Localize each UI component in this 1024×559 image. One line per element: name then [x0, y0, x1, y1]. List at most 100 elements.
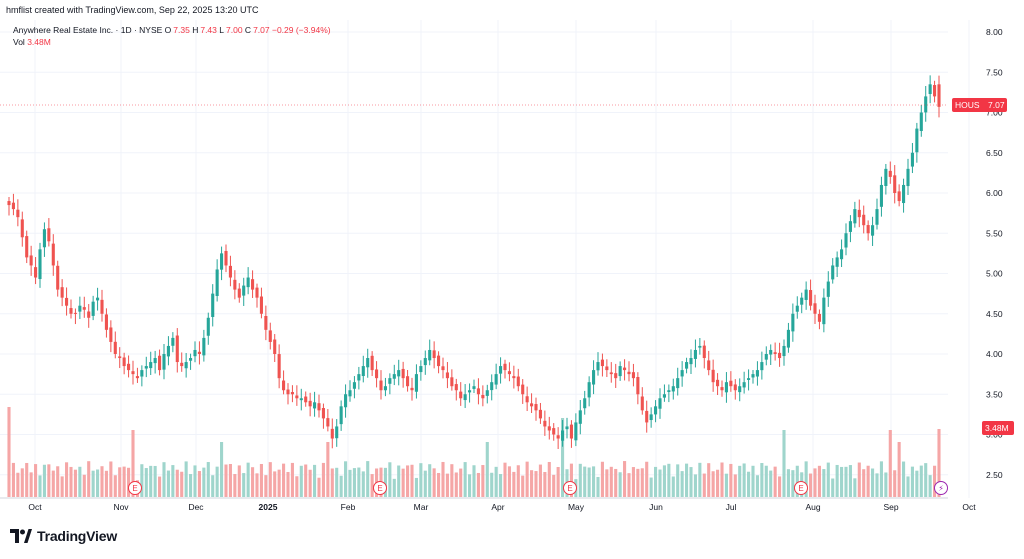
volume-bar	[773, 466, 777, 497]
volume-bars	[7, 407, 941, 497]
volume-bar	[884, 472, 888, 497]
candle-body	[609, 372, 613, 375]
candle-body	[800, 297, 804, 305]
volume-bar	[627, 473, 631, 497]
volume-bar	[924, 463, 928, 497]
candle-body	[809, 290, 813, 306]
y-tick-label: 6.50	[986, 148, 1003, 158]
candle-body	[755, 370, 759, 377]
candle-body	[884, 168, 888, 186]
candle-body	[375, 369, 379, 379]
candle-body	[596, 362, 600, 371]
candle-body	[47, 228, 51, 242]
volume-bar	[910, 466, 914, 497]
candle-body	[392, 374, 396, 379]
candle-body	[317, 403, 321, 411]
candle-body	[685, 362, 689, 369]
candle-body	[600, 359, 604, 367]
earnings-marker: E	[794, 481, 808, 495]
volume-bar	[578, 463, 582, 497]
candle-body	[689, 358, 693, 365]
candle-body	[924, 96, 928, 113]
volume-bar	[853, 478, 857, 497]
candle-body	[915, 128, 919, 153]
candle-body	[910, 152, 914, 167]
candle-body	[313, 402, 317, 409]
tradingview-logo[interactable]: TradingView	[10, 528, 117, 544]
candle-body	[445, 372, 449, 379]
volume-bar	[871, 468, 875, 497]
candle-body	[344, 394, 348, 408]
volume-bar	[791, 470, 795, 497]
candle-body	[118, 356, 122, 359]
volume-bar	[348, 469, 352, 497]
candle-body	[893, 175, 897, 193]
volume-bar	[636, 468, 640, 497]
earnings-marker-circle	[128, 481, 142, 495]
candle-body	[7, 201, 11, 206]
candle-body	[578, 410, 582, 424]
candle-body	[237, 288, 241, 298]
volume-bar	[840, 466, 844, 497]
volume-bar	[414, 477, 418, 497]
candle-body	[928, 84, 932, 95]
candle-body	[206, 317, 210, 336]
candle-body	[282, 380, 286, 391]
candle-body	[65, 297, 69, 306]
candle-body	[804, 289, 808, 300]
candle-body	[335, 426, 339, 439]
attribution: hmflist created with TradingView.com, Se…	[6, 5, 259, 15]
volume-bar	[778, 476, 782, 497]
volume-bar	[127, 467, 131, 497]
volume-bar	[888, 430, 892, 497]
candle-body	[764, 354, 768, 360]
candle-body	[693, 349, 697, 359]
candle-body	[724, 382, 728, 393]
volume-bar	[760, 463, 764, 497]
candle-body	[414, 374, 418, 392]
volume-bar	[893, 470, 897, 497]
tradingview-icon	[10, 529, 32, 543]
earnings-marker-circle	[373, 481, 387, 495]
volume-bar	[78, 466, 82, 497]
volume-bar	[485, 442, 489, 497]
volume-bar	[193, 465, 197, 497]
volume-bar	[321, 462, 325, 497]
volume-bar	[166, 470, 170, 497]
candle-body	[547, 426, 551, 431]
volume-bar	[388, 462, 392, 497]
candle-body	[454, 384, 458, 391]
volume-bar	[755, 475, 759, 497]
brand-name: TradingView	[37, 528, 118, 544]
volume-bar	[144, 468, 148, 497]
volume-bar	[383, 467, 387, 497]
volume-bar	[228, 464, 232, 497]
volume-bar	[795, 465, 799, 497]
volume-bar	[25, 462, 29, 497]
candle-body	[34, 267, 38, 278]
candle-body	[401, 368, 405, 379]
volume-bar	[600, 461, 604, 497]
candle-body	[623, 367, 627, 371]
volume-bar	[552, 474, 556, 497]
candle-body	[220, 253, 224, 270]
candle-body	[82, 307, 86, 310]
candle-body	[716, 379, 720, 387]
volume-bar	[680, 471, 684, 497]
volume-bar	[742, 463, 746, 497]
volume-bar	[171, 465, 175, 497]
candle-body	[38, 249, 42, 280]
volume-bar	[764, 465, 768, 497]
candle-body	[158, 355, 162, 371]
volume-bar	[153, 465, 157, 497]
volume-bar	[499, 474, 503, 497]
candle-body	[11, 202, 15, 210]
volume-bar	[73, 469, 77, 497]
volume-bar	[521, 475, 525, 497]
volume-bar	[729, 463, 733, 497]
candle-body	[817, 313, 821, 322]
volume-bar	[237, 465, 241, 497]
candle-body	[747, 378, 751, 380]
volume-bar	[189, 474, 193, 497]
